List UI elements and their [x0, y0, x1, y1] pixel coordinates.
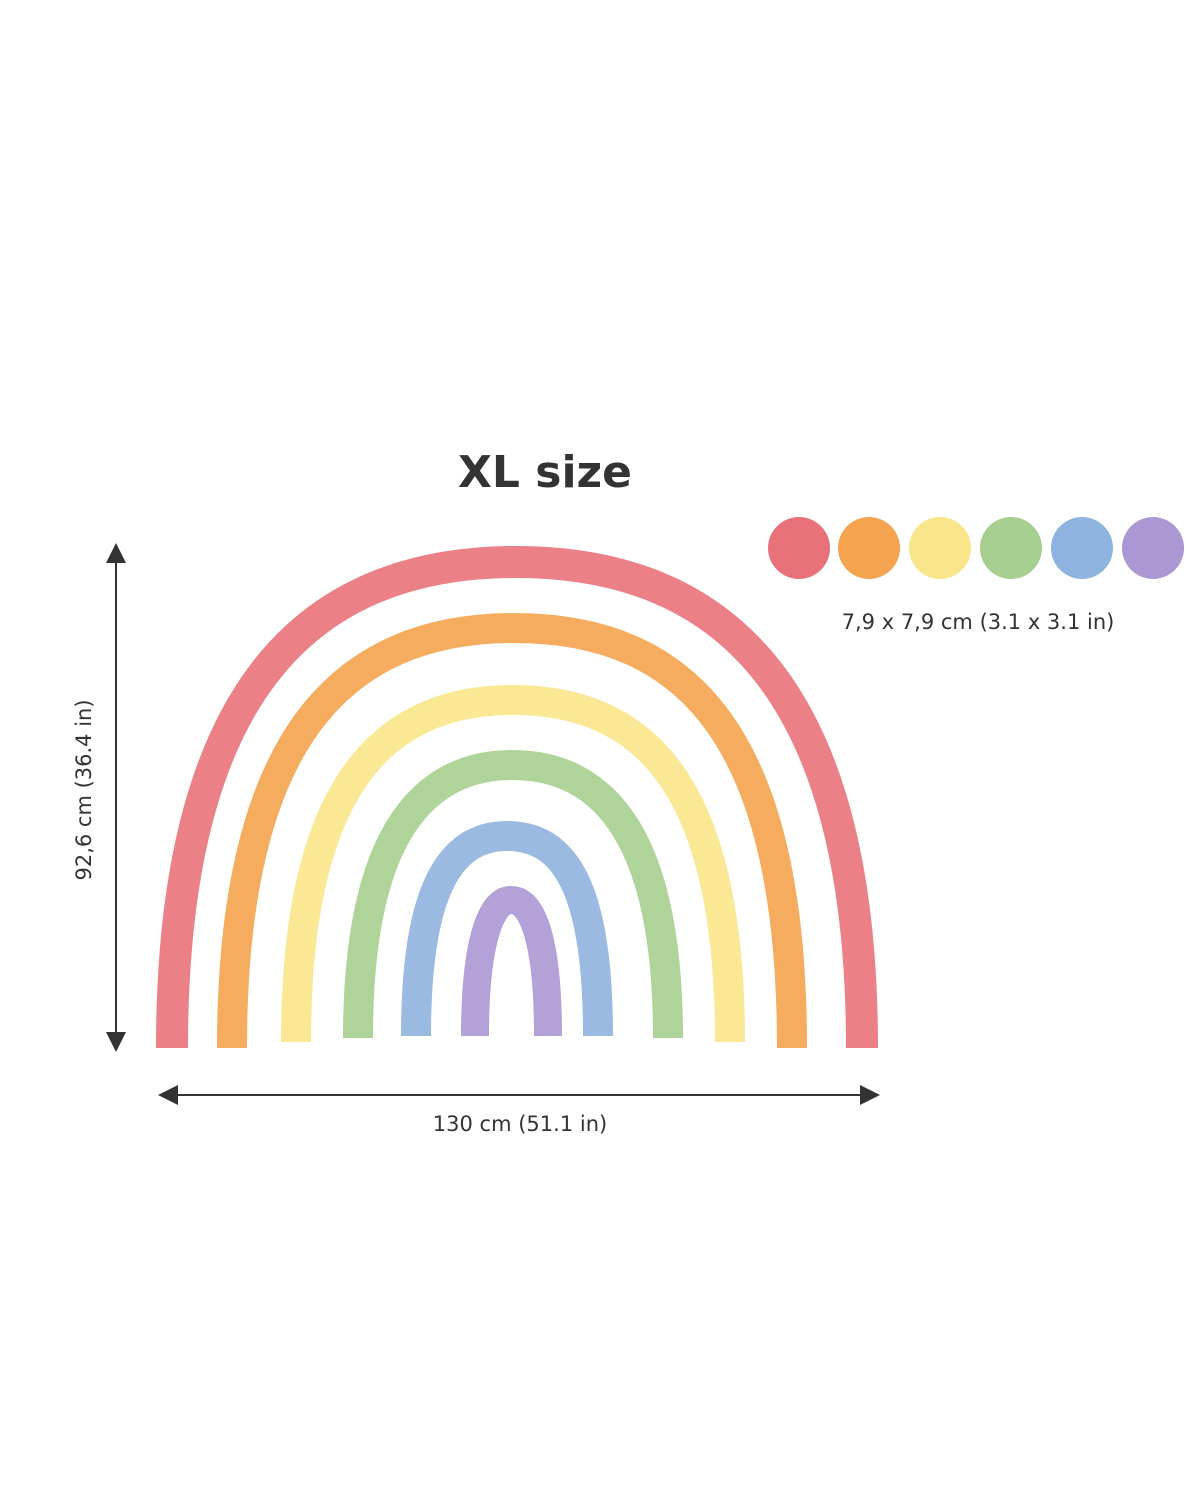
dot-yellow — [909, 517, 971, 579]
dots — [768, 517, 1184, 579]
arch-blue — [401, 820, 613, 1037]
dots-size-label: 7,9 x 7,9 cm (3.1 x 3.1 in) — [842, 610, 1115, 634]
rainbow — [156, 545, 878, 1049]
arch-orange — [217, 612, 807, 1049]
dot-blue — [1051, 517, 1113, 579]
arch-yellow — [281, 684, 745, 1043]
dot-green — [980, 517, 1042, 579]
height-label: 92,6 cm (36.4 in) — [72, 699, 96, 880]
width-label: 130 cm (51.1 in) — [433, 1112, 607, 1136]
arch-purple — [461, 885, 562, 1037]
dot-red — [768, 517, 830, 579]
dot-purple — [1122, 517, 1184, 579]
arch-red — [156, 545, 878, 1049]
dot-orange — [838, 517, 900, 579]
arch-green — [343, 749, 683, 1039]
title: XL size — [458, 447, 632, 498]
